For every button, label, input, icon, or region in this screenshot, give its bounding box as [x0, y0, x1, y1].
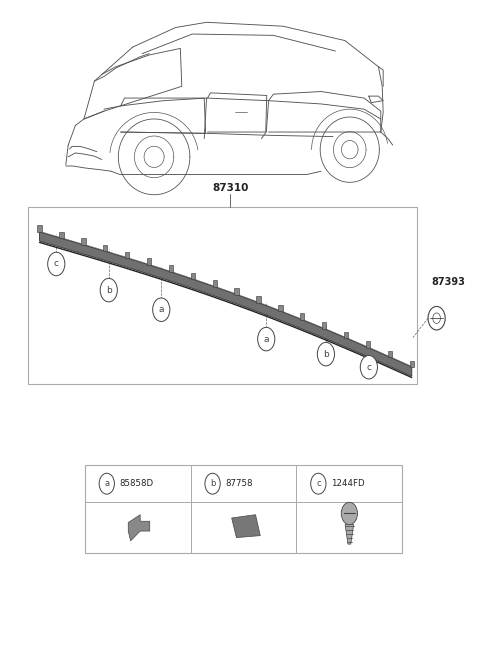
Circle shape — [341, 502, 358, 525]
Text: 1244FD: 1244FD — [331, 479, 365, 488]
Polygon shape — [39, 232, 412, 377]
FancyBboxPatch shape — [366, 341, 370, 348]
FancyBboxPatch shape — [191, 273, 195, 279]
Text: b: b — [106, 285, 112, 295]
Text: c: c — [366, 363, 372, 372]
Text: a: a — [104, 479, 109, 488]
FancyBboxPatch shape — [125, 252, 129, 258]
FancyBboxPatch shape — [103, 245, 108, 251]
FancyBboxPatch shape — [409, 361, 414, 367]
FancyBboxPatch shape — [344, 331, 348, 338]
Circle shape — [99, 473, 114, 494]
Circle shape — [205, 473, 220, 494]
FancyBboxPatch shape — [256, 297, 261, 303]
FancyBboxPatch shape — [81, 238, 85, 245]
FancyBboxPatch shape — [85, 465, 402, 554]
FancyBboxPatch shape — [169, 266, 173, 272]
Text: a: a — [264, 335, 269, 344]
FancyBboxPatch shape — [60, 232, 64, 238]
FancyBboxPatch shape — [300, 314, 304, 320]
Circle shape — [100, 278, 117, 302]
Circle shape — [48, 252, 65, 276]
Polygon shape — [128, 515, 150, 541]
Circle shape — [258, 327, 275, 351]
FancyBboxPatch shape — [278, 304, 283, 311]
FancyBboxPatch shape — [28, 207, 417, 384]
Text: b: b — [210, 479, 215, 488]
FancyBboxPatch shape — [147, 258, 151, 265]
FancyBboxPatch shape — [235, 288, 239, 295]
Text: b: b — [323, 350, 329, 359]
FancyBboxPatch shape — [322, 322, 326, 329]
Text: 87310: 87310 — [212, 183, 249, 193]
Circle shape — [153, 298, 170, 321]
Text: c: c — [316, 479, 321, 488]
Text: 87758: 87758 — [226, 479, 253, 488]
Text: c: c — [54, 260, 59, 268]
FancyBboxPatch shape — [37, 226, 42, 232]
FancyBboxPatch shape — [213, 280, 217, 287]
Polygon shape — [345, 525, 354, 544]
Text: 87393: 87393 — [431, 277, 465, 287]
FancyBboxPatch shape — [388, 351, 392, 358]
Circle shape — [317, 342, 335, 366]
Circle shape — [311, 473, 326, 494]
Text: 85858D: 85858D — [120, 479, 154, 488]
Text: a: a — [158, 305, 164, 314]
Circle shape — [360, 356, 377, 379]
Polygon shape — [232, 515, 260, 537]
